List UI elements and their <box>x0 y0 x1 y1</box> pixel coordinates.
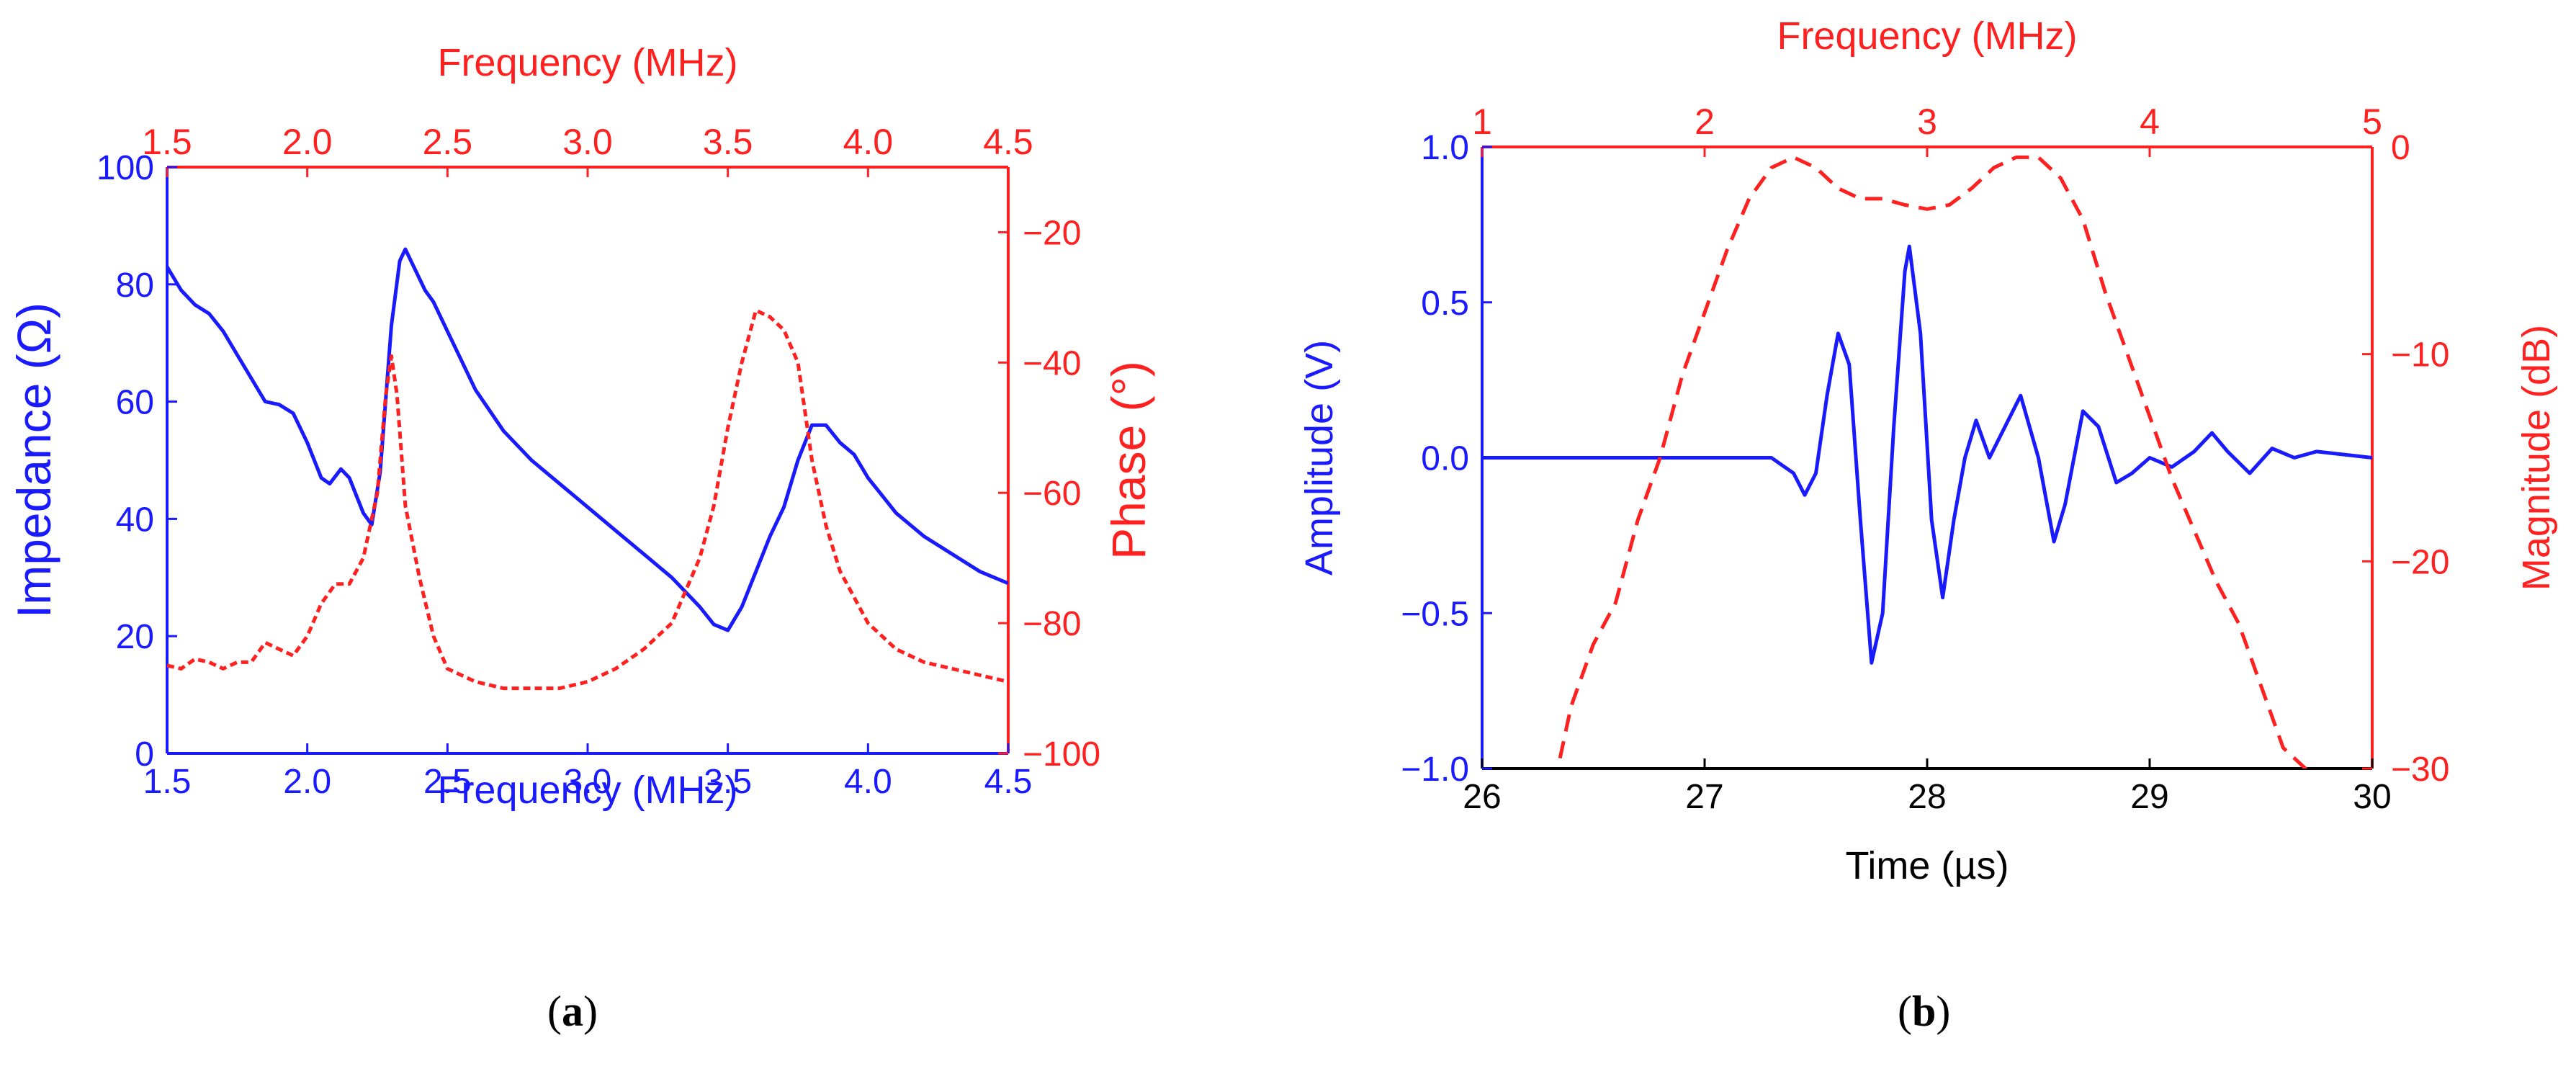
y-left-tick-label: 40 <box>116 501 154 539</box>
x-top-tick-label: 3 <box>1917 102 1937 142</box>
x-top-tick-label: 1.5 <box>142 122 192 162</box>
x-bottom-tick-label: 2.5 <box>423 763 472 801</box>
y-left-tick-label: 1.0 <box>1421 129 1469 167</box>
y-left-tick-label: 0.5 <box>1421 285 1469 323</box>
y-left-tick-label: −0.5 <box>1401 595 1469 633</box>
x-top-axis-label: Frequency (MHz) <box>437 41 737 84</box>
x-bottom-tick-label: 4.5 <box>984 763 1033 801</box>
y-left-tick-label: 20 <box>116 618 154 656</box>
y-right-tick-label: −20 <box>2391 543 2449 581</box>
x-bottom-axis-label: Time (µs) <box>1845 844 2009 887</box>
y-left-tick-label: 60 <box>116 384 154 422</box>
y-right-tick-label: 0 <box>2391 129 2410 167</box>
x-top-tick-label: 2.5 <box>423 122 473 162</box>
x-bottom-tick-label: 29 <box>2130 778 2168 816</box>
x-top-axis-label: Frequency (MHz) <box>1777 14 2077 58</box>
x-top-tick-label: 5 <box>2362 102 2382 142</box>
x-bottom-axis-label: Frequency (MHz) <box>437 769 737 812</box>
x-top-tick-label: 2.0 <box>282 122 333 162</box>
x-top-tick-label: 4.0 <box>843 122 894 162</box>
x-bottom-tick-label: 27 <box>1685 778 1723 816</box>
x-top-tick-label: 4 <box>2140 102 2160 142</box>
y-right-tick-label: −30 <box>2391 751 2449 789</box>
y-right-tick-label: −40 <box>1023 344 1081 382</box>
x-bottom-tick-label: 28 <box>1908 778 1946 816</box>
x-bottom-tick-label: 30 <box>2353 778 2391 816</box>
x-top-tick-label: 2 <box>1695 102 1715 142</box>
x-bottom-tick-label: 3.0 <box>564 763 612 801</box>
series-left-line <box>167 247 1008 632</box>
y-right-tick-label: −60 <box>1023 475 1081 513</box>
y-left-axis-label: Impedance (Ω) <box>7 303 60 618</box>
y-right-tick-label: −80 <box>1023 605 1081 643</box>
y-left-tick-label: 80 <box>116 266 154 305</box>
y-right-tick-label: −100 <box>1023 735 1100 774</box>
y-right-tick-label: −10 <box>2391 336 2449 375</box>
x-top-tick-label: 3.5 <box>703 122 753 162</box>
chart-b-amplitude-magnitude: 26 27 28 29 30 1 2 3 4 5 −1.0 −0.5 0.0 0.5 1.0 0 −10 −20 −… <box>1298 14 2558 887</box>
x-bottom-tick-label: 26 <box>1463 778 1501 816</box>
y-right-tick-label: −20 <box>1023 214 1081 252</box>
series-left-line <box>1482 244 2372 665</box>
chart-a-impedance-phase: 1.5 2.0 2.5 3.0 3.5 4.0 4.5 1.5 2.0 2.5 3.0 3.5 4.0 4… <box>7 41 1155 812</box>
panel-label-b: (b) <box>1898 987 1951 1035</box>
x-top-tick-label: 4.5 <box>983 122 1033 162</box>
series-right-line <box>1558 155 2310 769</box>
x-bottom-tick-label: 2.0 <box>283 763 331 801</box>
y-right-axis-label: Magnitude (dB) <box>2515 325 2558 591</box>
y-left-tick-label: 100 <box>97 149 154 187</box>
panel-label-a: (a) <box>547 987 598 1035</box>
y-left-tick-label: −1.0 <box>1401 751 1469 789</box>
x-bottom-tick-label: 3.5 <box>704 763 752 801</box>
y-left-axis-label: Amplitude (V) <box>1298 340 1341 575</box>
x-bottom-tick-label: 4.0 <box>844 763 892 801</box>
y-right-axis-label: Phase (°) <box>1102 361 1155 560</box>
x-bottom-tick-label: 1.5 <box>143 763 192 801</box>
y-left-tick-label: 0 <box>135 735 154 774</box>
x-top-tick-label: 1 <box>1472 102 1492 142</box>
x-top-tick-label: 3.0 <box>562 122 613 162</box>
series-right-line <box>167 308 1008 691</box>
y-left-tick-label: 0.0 <box>1421 440 1469 478</box>
